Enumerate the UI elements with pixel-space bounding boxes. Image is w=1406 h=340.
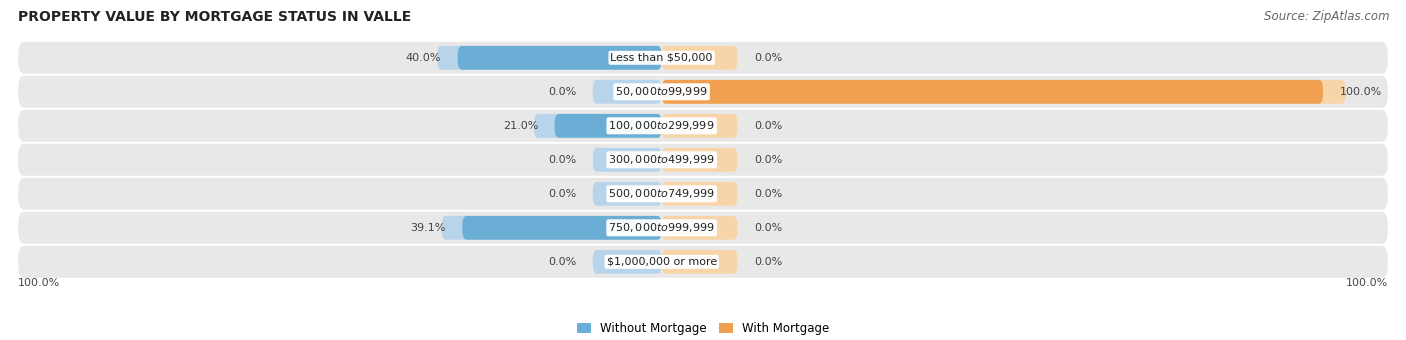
FancyBboxPatch shape xyxy=(18,212,1388,244)
FancyBboxPatch shape xyxy=(18,246,1388,278)
Text: $300,000 to $499,999: $300,000 to $499,999 xyxy=(609,153,716,166)
FancyBboxPatch shape xyxy=(18,42,1388,74)
FancyBboxPatch shape xyxy=(18,178,1388,210)
FancyBboxPatch shape xyxy=(437,46,662,70)
Text: 0.0%: 0.0% xyxy=(548,257,576,267)
Text: Less than $50,000: Less than $50,000 xyxy=(610,53,713,63)
Text: 39.1%: 39.1% xyxy=(411,223,446,233)
FancyBboxPatch shape xyxy=(441,216,662,240)
Text: $1,000,000 or more: $1,000,000 or more xyxy=(606,257,717,267)
FancyBboxPatch shape xyxy=(458,46,662,70)
Text: 0.0%: 0.0% xyxy=(548,189,576,199)
FancyBboxPatch shape xyxy=(662,114,738,138)
FancyBboxPatch shape xyxy=(662,250,738,274)
Text: 21.0%: 21.0% xyxy=(503,121,538,131)
FancyBboxPatch shape xyxy=(593,250,662,274)
FancyBboxPatch shape xyxy=(18,110,1388,142)
FancyBboxPatch shape xyxy=(18,144,1388,176)
Text: $100,000 to $299,999: $100,000 to $299,999 xyxy=(609,119,714,132)
Legend: Without Mortgage, With Mortgage: Without Mortgage, With Mortgage xyxy=(572,317,834,340)
Text: $500,000 to $749,999: $500,000 to $749,999 xyxy=(609,187,716,200)
Text: $750,000 to $999,999: $750,000 to $999,999 xyxy=(609,221,716,234)
Text: 0.0%: 0.0% xyxy=(754,53,782,63)
Text: 0.0%: 0.0% xyxy=(754,121,782,131)
Text: Source: ZipAtlas.com: Source: ZipAtlas.com xyxy=(1264,10,1389,23)
Text: 0.0%: 0.0% xyxy=(548,155,576,165)
FancyBboxPatch shape xyxy=(463,216,662,240)
FancyBboxPatch shape xyxy=(534,114,662,138)
FancyBboxPatch shape xyxy=(662,80,1323,104)
Text: 40.0%: 40.0% xyxy=(406,53,441,63)
Text: 100.0%: 100.0% xyxy=(1340,87,1382,97)
FancyBboxPatch shape xyxy=(662,46,738,70)
FancyBboxPatch shape xyxy=(593,148,662,172)
Text: PROPERTY VALUE BY MORTGAGE STATUS IN VALLE: PROPERTY VALUE BY MORTGAGE STATUS IN VAL… xyxy=(18,10,412,24)
FancyBboxPatch shape xyxy=(593,182,662,206)
Text: 100.0%: 100.0% xyxy=(1346,278,1388,288)
Text: 0.0%: 0.0% xyxy=(754,223,782,233)
Text: 100.0%: 100.0% xyxy=(18,278,60,288)
Text: 0.0%: 0.0% xyxy=(754,189,782,199)
FancyBboxPatch shape xyxy=(554,114,662,138)
FancyBboxPatch shape xyxy=(662,148,738,172)
Text: 0.0%: 0.0% xyxy=(548,87,576,97)
FancyBboxPatch shape xyxy=(593,80,662,104)
FancyBboxPatch shape xyxy=(18,76,1388,108)
Text: 0.0%: 0.0% xyxy=(754,155,782,165)
Text: $50,000 to $99,999: $50,000 to $99,999 xyxy=(616,85,707,98)
FancyBboxPatch shape xyxy=(662,80,1346,104)
FancyBboxPatch shape xyxy=(662,182,738,206)
FancyBboxPatch shape xyxy=(662,216,738,240)
Text: 0.0%: 0.0% xyxy=(754,257,782,267)
